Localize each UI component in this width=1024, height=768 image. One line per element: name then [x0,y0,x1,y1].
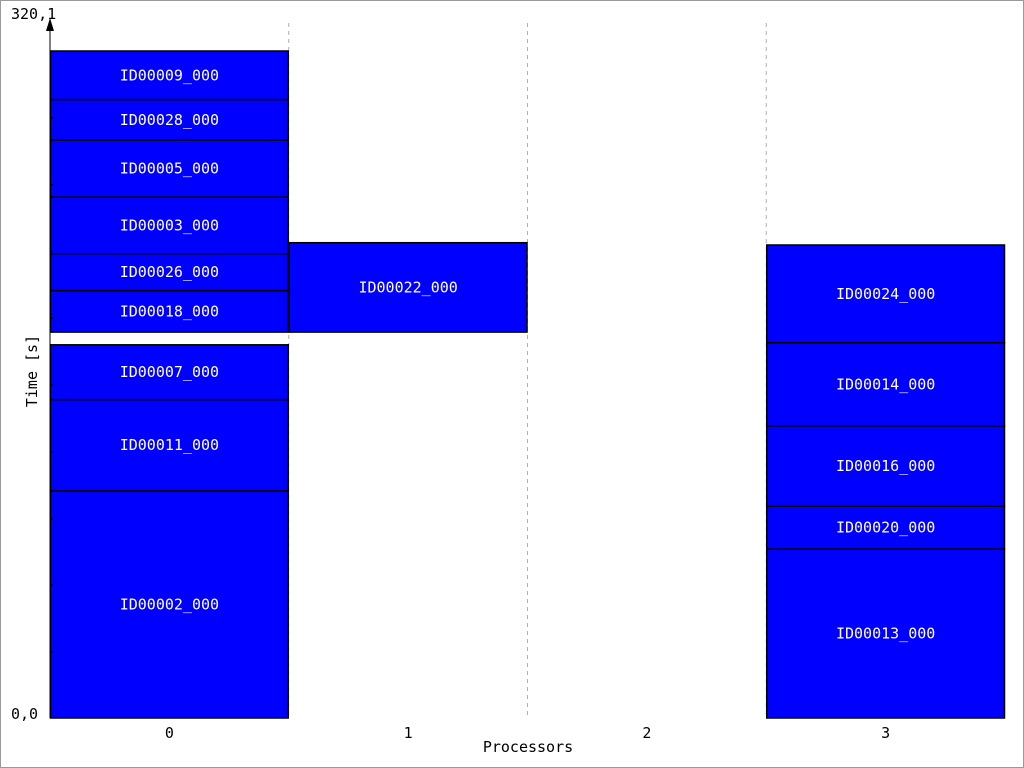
task-label: ID00005_000 [120,160,219,178]
task-bar [49,398,289,492]
y-axis-ticks [50,51,53,653]
task-label: ID00002_000 [120,595,219,613]
y-axis-title: Time [s] [23,335,41,407]
task-bar [49,490,289,719]
task-bar [49,196,289,255]
task-label: ID00003_000 [120,216,219,234]
axes: 320,1 0,0 Time [s] 0 1 2 3 Processors [11,5,890,756]
task-label: ID00016_000 [836,457,935,475]
x-axis-title: Processors [483,738,573,756]
task-bar [766,548,1006,719]
task-label: ID00022_000 [358,278,457,296]
task-label: ID00009_000 [120,66,219,84]
task-bar [766,341,1006,427]
task-bar [766,244,1006,344]
task-label: ID00020_000 [836,519,935,537]
x-tick-label: 1 [404,724,413,742]
x-tick-label: 2 [642,724,651,742]
y-axis-max-label: 320,1 [11,5,56,23]
task-bar [288,241,528,333]
task-label: ID00018_000 [120,302,219,320]
task-bar [766,505,1006,550]
grid-lines [288,23,767,718]
task-label: ID00013_000 [836,625,935,643]
task-label: ID00011_000 [120,436,219,454]
task-label: ID00024_000 [836,285,935,303]
x-tick-label: 0 [165,724,174,742]
task-bar [766,425,1006,507]
task-bar [49,139,289,198]
task-label: ID00028_000 [120,111,219,129]
y-axis-arrow-icon [46,18,54,31]
y-axis-min-label: 0,0 [11,705,38,723]
task-bar [49,50,289,101]
task-label: ID00014_000 [836,375,935,393]
x-tick-label: 3 [881,724,890,742]
task-label: ID00026_000 [120,263,219,281]
task-label: ID00007_000 [120,363,219,381]
task-bar [49,98,289,141]
x-axis-tick-labels: 0 1 2 3 [165,724,890,742]
task-bars: ID00002_000 ID00011_000 ID00007_000 ID00018… [49,50,1006,719]
